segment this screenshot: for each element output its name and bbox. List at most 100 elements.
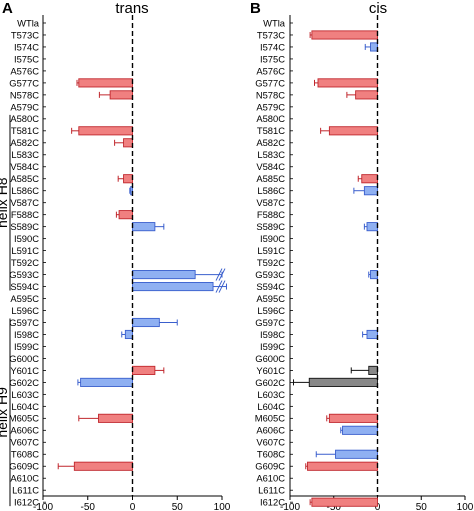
category-label: G577C xyxy=(9,77,39,88)
x-tick-label: 50 xyxy=(172,502,184,511)
category-label: I590C xyxy=(14,233,39,244)
bar xyxy=(123,174,133,184)
x-tick-label: 0 xyxy=(130,502,136,511)
category-label: A606C xyxy=(10,425,39,436)
category-label: M605C xyxy=(255,413,285,424)
category-label: A610C xyxy=(10,473,39,484)
panel-letter: A xyxy=(2,0,13,17)
category-label: G609C xyxy=(255,461,285,472)
category-label: A595C xyxy=(256,293,285,304)
bar xyxy=(328,126,378,136)
category-label: F588C xyxy=(11,209,39,220)
bar xyxy=(370,42,378,52)
category-label: F588C xyxy=(257,209,285,220)
bar xyxy=(109,90,133,100)
category-label: L591C xyxy=(257,245,285,256)
category-label: WTla xyxy=(263,17,286,28)
bar xyxy=(366,329,378,340)
category-label: I598C xyxy=(14,329,39,340)
bar xyxy=(366,222,378,232)
axis-break-mark xyxy=(215,268,223,281)
category-label: I574C xyxy=(14,41,39,52)
axis-break-mark xyxy=(218,280,226,293)
bar xyxy=(132,270,196,280)
category-label: I599C xyxy=(260,341,285,352)
category-label: T592C xyxy=(257,257,285,268)
category-label: G602C xyxy=(9,377,39,388)
category-label: WTla xyxy=(17,17,40,28)
category-label: G600C xyxy=(9,353,39,364)
bar xyxy=(123,138,133,148)
category-label: T608C xyxy=(11,449,39,460)
category-label: A582C xyxy=(256,137,285,148)
category-label: T573C xyxy=(257,29,285,40)
category-label: A582C xyxy=(10,137,39,148)
bar xyxy=(132,317,160,328)
helix-label: helix H9 xyxy=(0,387,10,438)
category-label: A585C xyxy=(10,173,39,184)
category-label: L591C xyxy=(11,245,39,256)
category-label: N578C xyxy=(10,89,39,100)
bar xyxy=(132,222,156,232)
panel-title: cis xyxy=(369,0,387,17)
bar xyxy=(311,497,378,507)
category-label: G602C xyxy=(255,377,285,388)
axis-break-mark xyxy=(215,280,223,293)
x-tick-label: 100 xyxy=(457,502,474,511)
category-label: I612C xyxy=(260,497,285,508)
bar xyxy=(335,449,378,459)
panel-title: trans xyxy=(115,0,148,17)
bar xyxy=(98,413,133,423)
bar xyxy=(317,78,378,88)
category-label: G600C xyxy=(255,353,285,364)
category-label: A595C xyxy=(10,293,39,304)
category-label: L611C xyxy=(12,485,39,496)
category-label: L596C xyxy=(257,305,285,316)
category-label: V587C xyxy=(10,197,39,208)
bar xyxy=(342,425,378,435)
bar xyxy=(132,365,156,375)
category-label: V587C xyxy=(256,197,285,208)
bar xyxy=(118,210,133,220)
bar xyxy=(328,413,378,423)
category-label: T573C xyxy=(11,29,39,40)
category-label: S589C xyxy=(256,221,285,232)
category-label: L583C xyxy=(257,149,285,160)
category-label: S594C xyxy=(10,281,39,292)
bar xyxy=(78,126,133,136)
category-label: G593C xyxy=(255,269,285,280)
panel-letter: B xyxy=(250,0,261,17)
category-label: L586C xyxy=(11,185,39,196)
category-label: A579C xyxy=(256,101,285,112)
helix-label: helix H8 xyxy=(0,177,10,228)
bar xyxy=(311,30,378,40)
category-label: A606C xyxy=(256,425,285,436)
category-label: L611C xyxy=(258,485,285,496)
category-label: T608C xyxy=(257,449,285,460)
category-label: I590C xyxy=(260,233,285,244)
category-label: I575C xyxy=(14,53,39,64)
category-label: V607C xyxy=(10,437,39,448)
category-label: L603C xyxy=(257,389,285,400)
category-label: L603C xyxy=(11,389,39,400)
category-label: L596C xyxy=(11,305,39,316)
category-label: S594C xyxy=(256,281,285,292)
category-label: S589C xyxy=(10,221,39,232)
category-label: A585C xyxy=(256,173,285,184)
x-tick-label: -100 xyxy=(280,502,300,511)
bar xyxy=(355,90,378,100)
category-label: N578C xyxy=(256,89,285,100)
category-label: I598C xyxy=(260,329,285,340)
category-label: G609C xyxy=(9,461,39,472)
category-label: V607C xyxy=(256,437,285,448)
category-label: A579C xyxy=(10,101,39,112)
bar xyxy=(80,377,133,387)
category-label: T581C xyxy=(257,125,285,136)
category-label: L583C xyxy=(11,149,39,160)
category-label: I575C xyxy=(260,53,285,64)
bar xyxy=(307,461,378,471)
bar xyxy=(73,461,133,471)
category-label: M605C xyxy=(9,413,39,424)
